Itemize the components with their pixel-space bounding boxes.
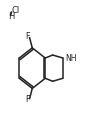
Text: F: F — [26, 95, 30, 104]
Text: NH: NH — [65, 54, 77, 62]
Text: Cl: Cl — [11, 6, 19, 15]
Text: F: F — [26, 32, 30, 41]
Text: H: H — [8, 12, 15, 21]
